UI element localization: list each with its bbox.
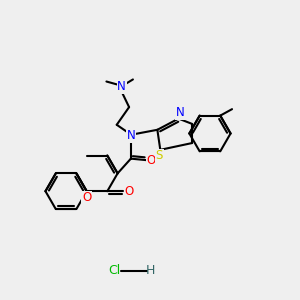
Text: N: N: [127, 129, 135, 142]
Text: H: H: [145, 264, 155, 277]
Text: O: O: [82, 191, 91, 204]
Text: O: O: [124, 185, 134, 198]
Text: O: O: [147, 154, 156, 166]
Text: N: N: [176, 106, 184, 119]
Text: Cl: Cl: [109, 264, 121, 277]
Text: S: S: [156, 149, 163, 162]
Text: N: N: [117, 80, 126, 93]
